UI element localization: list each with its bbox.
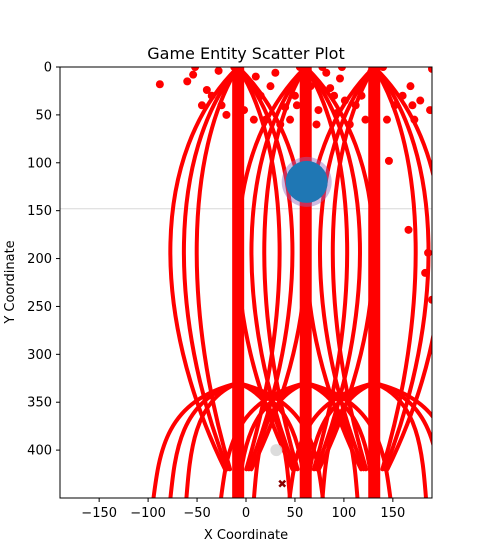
bullet-point-31 [333,108,342,117]
bullet-point-28 [322,68,331,77]
bullet-arc-2-1-left [317,67,377,472]
bullet-point-6 [207,91,216,100]
x-tick-label: 150 [380,506,405,521]
bullet-arc-lower-0-2-left [151,381,241,498]
bullet-point-54 [428,67,432,73]
y-tick-label: 400 [27,444,52,459]
bullet-beam-0 [232,67,245,498]
x-tick-label: 50 [287,506,304,521]
bullet-point-41 [382,115,391,124]
bullet-arc-0-2-left [168,67,241,472]
bullet-arc-0-0-right [236,67,282,472]
bullet-point-49 [416,96,425,105]
y-tick-label: 0 [44,61,52,76]
bullet-point-19 [281,103,290,112]
bullet-point-32 [335,74,344,83]
y-axis-ticks: 0 50 100 150 200 250 300 350 400 [27,61,60,459]
x-tick-label: −100 [130,506,166,521]
x-axis-label: X Coordinate [204,528,288,543]
bullet-arc-0-1-left [181,67,241,472]
bullet-point-34 [340,96,349,105]
bullet-point-14 [256,91,265,100]
bullet-point-46 [406,82,415,91]
bullet-arc-lower-0-1-left [168,381,241,498]
bullet-point-9 [222,110,231,119]
bullet-point-52 [426,106,432,115]
bullet-arc-2-1-right [372,67,431,472]
bullet-arc-lower-2-1-right [372,381,432,448]
bullet-point-15 [261,115,270,124]
bullet-point-8 [217,101,226,110]
player-marker [285,160,328,203]
bullet-point-17 [271,68,280,77]
bullet-point-47 [408,101,417,110]
entity-layer [270,156,332,488]
bullet-point-36 [351,101,360,110]
x-axis-ticks: −150 −100 −50 0 50 100 150 [81,498,405,521]
bullet-point-26 [314,106,323,115]
bullet-point-2 [189,70,198,79]
bullet-point-12 [249,115,258,124]
bullet-beam-2 [368,67,381,498]
bullet-point-0 [155,80,164,89]
bullet-point-4 [197,101,206,110]
bullet-point-45 [404,225,413,234]
bullet-point-24 [306,82,315,91]
bullet-point-42 [384,156,393,165]
bullet-point-30 [330,91,339,100]
y-tick-label: 350 [27,396,52,411]
bullet-point-50 [421,268,430,277]
bullet-point-1 [183,77,192,86]
y-axis-label: Y Coordinate [3,240,18,324]
y-tick-label: 50 [35,108,52,123]
bullet-point-29 [326,84,335,93]
y-tick-label: 100 [27,156,52,171]
chart-title: Game Entity Scatter Plot [147,44,344,63]
bullet-point-37 [357,91,366,100]
x-tick-label: −150 [81,506,117,521]
bullet-arc-lower-2-2-right [372,381,432,419]
bullet-beam-layer [232,67,381,498]
bullet-point-38 [361,115,370,124]
bullet-point-39 [367,67,376,76]
bullet-point-3 [191,67,200,71]
y-tick-label: 250 [27,300,52,315]
y-tick-label: 150 [27,204,52,219]
x-tick-label: 100 [331,506,356,521]
bullet-point-21 [290,91,299,100]
bullet-point-51 [424,248,432,257]
bullet-point-25 [312,120,321,129]
bullet-point-20 [286,115,295,124]
bullet-point-7 [214,67,223,75]
bullet-point-22 [292,101,301,110]
bullet-point-18 [276,120,285,129]
y-tick-label: 200 [27,252,52,267]
bullet-point-35 [345,120,354,129]
bullet-arc-1-1-left [249,67,308,472]
x-tick-label: −50 [183,506,210,521]
bullet-point-13 [251,72,260,81]
bullet-arc-1-0-right [303,67,350,472]
bullet-point-5 [202,85,211,94]
enemy-cross-marker [278,479,287,488]
bullet-point-44 [398,91,407,100]
bullet-point-43 [390,101,399,110]
bullet-point-33 [337,67,346,71]
bullet-point-11 [240,106,249,115]
bullet-point-10 [230,67,239,71]
x-tick-label: 0 [242,506,250,521]
bullet-point-16 [266,82,275,91]
bullet-point-layer [155,67,432,304]
ghost-marker [270,444,283,457]
y-tick-label: 300 [27,348,52,363]
bullet-point-40 [379,67,388,71]
bullet-arc-2-2-right [372,67,432,472]
bullet-point-53 [428,295,432,304]
bullet-point-48 [410,115,419,124]
bullet-arc-0-1-right [236,67,295,472]
bullet-point-23 [295,67,304,71]
bullet-beam-1 [299,67,312,498]
